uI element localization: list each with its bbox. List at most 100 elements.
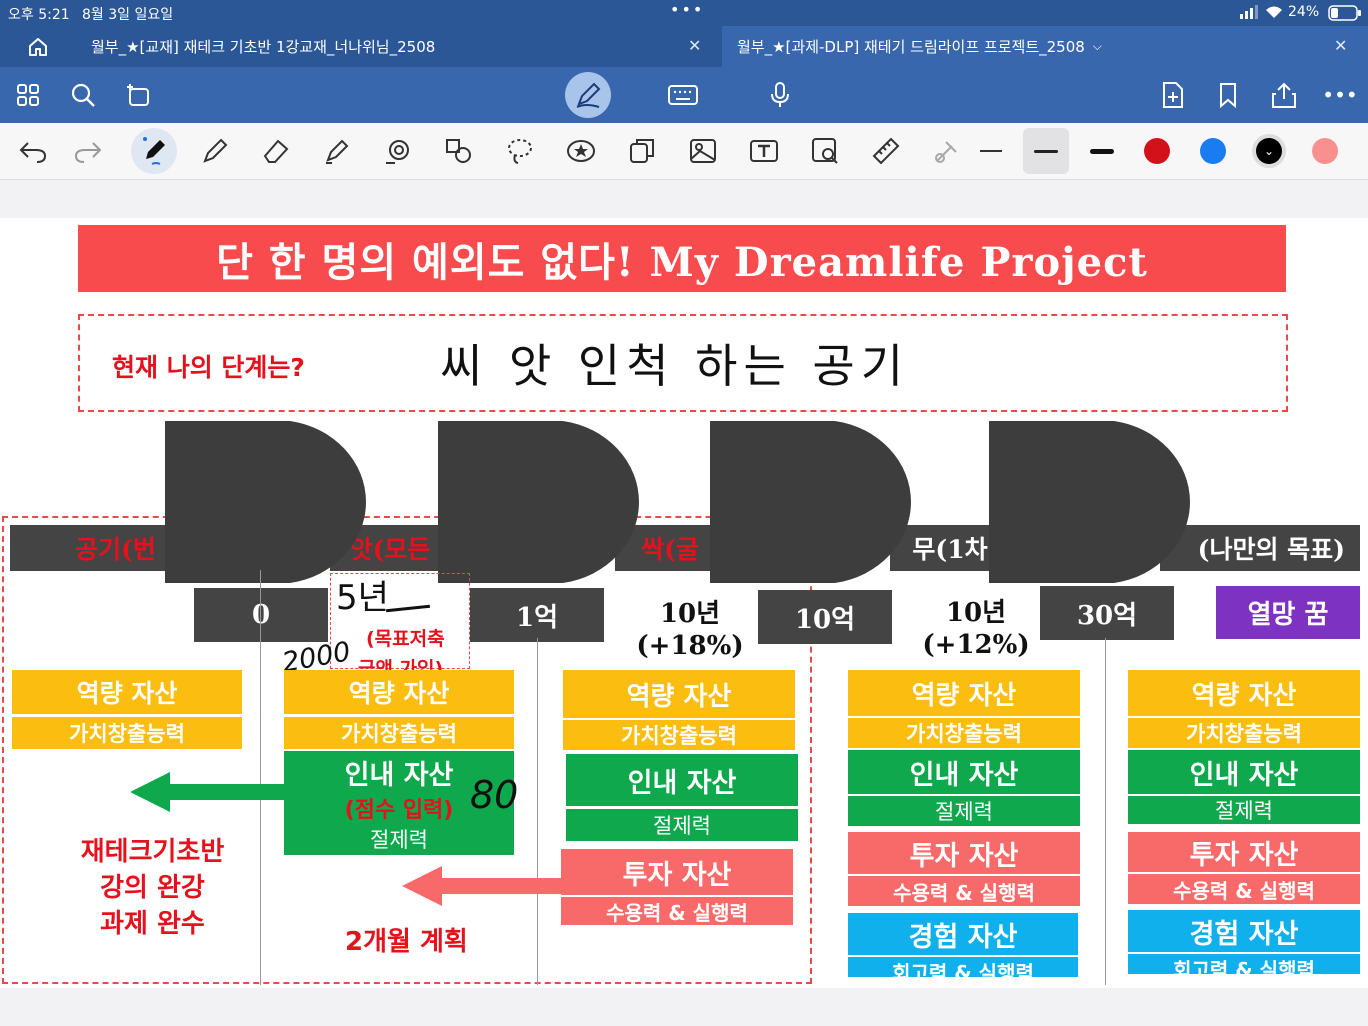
- close-icon[interactable]: ✕: [1334, 36, 1348, 55]
- endurance-asset-sub: 절제력: [370, 827, 428, 852]
- endurance-asset-sub: 절제력: [1128, 796, 1360, 824]
- capability-asset-title: 역량 자산: [284, 670, 514, 714]
- period-years: 10년: [659, 599, 721, 629]
- endurance-asset-title: 인내 자산: [566, 754, 798, 806]
- status-date: 8월 3일 일요일: [82, 7, 174, 23]
- grid-icon[interactable]: [10, 77, 46, 113]
- arrow-left-icon: [130, 772, 290, 812]
- plan-note: 2개월 계획: [345, 927, 468, 957]
- arrow-left-icon: [402, 866, 567, 906]
- period-rate: (+18%): [636, 631, 744, 661]
- pencil-icon[interactable]: [192, 128, 238, 174]
- main-toolbar: •••: [0, 67, 1368, 123]
- keyboard-icon[interactable]: [665, 77, 701, 113]
- add-page-icon[interactable]: [1155, 77, 1191, 113]
- tab-document-2[interactable]: 월부_★[과제-DLP] 재테기 드림라이프 프로젝트_2508 ⌵ ✕: [722, 26, 1368, 67]
- chevron-down-icon: ⌄: [1256, 138, 1282, 164]
- capability-asset-title: 역량 자산: [848, 670, 1080, 716]
- microphone-icon[interactable]: [762, 77, 798, 113]
- redo-icon[interactable]: [65, 128, 111, 174]
- lasso-icon[interactable]: [497, 128, 543, 174]
- pen-mode-icon[interactable]: [565, 72, 611, 118]
- text-box-icon[interactable]: [741, 128, 787, 174]
- amount-1: 1억: [470, 588, 604, 642]
- capability-asset-title: 역량 자산: [563, 670, 795, 718]
- experience-asset-sub: 회고력 & 실행력: [1128, 954, 1360, 974]
- chevron-down-icon[interactable]: ⌵: [1092, 39, 1102, 53]
- investment-asset-title: 투자 자산: [561, 849, 793, 895]
- close-icon[interactable]: ✕: [688, 36, 702, 55]
- handwritten-80: 80: [470, 773, 519, 817]
- capability-asset-sub: 가치창출능력: [12, 717, 242, 749]
- image-search-icon[interactable]: [802, 128, 848, 174]
- endurance-asset-sub: 절제력: [566, 809, 798, 841]
- ruler-icon[interactable]: [863, 128, 909, 174]
- investment-asset-sub: 수용력 & 실행력: [561, 897, 793, 925]
- tab-document-1[interactable]: 월부_★[교재] 재테크 기초반 1강교재_너나위님_2508 ✕: [76, 26, 720, 67]
- redaction-shape: [165, 421, 366, 583]
- tab-title: 월부_★[과제-DLP] 재테기 드림라이프 프로젝트_2508: [737, 38, 1085, 56]
- undo-icon[interactable]: [10, 128, 56, 174]
- stage-bar-seed: 앗(모든: [330, 525, 450, 571]
- period-years: 10년: [945, 598, 1007, 628]
- stroke-thin-option[interactable]: [968, 128, 1014, 174]
- shape-tool-icon[interactable]: [375, 128, 421, 174]
- left-note-line: 과제 완수: [100, 909, 205, 939]
- multitask-dots-icon[interactable]: •••: [670, 0, 705, 19]
- endurance-score-note: (점수 입력): [344, 797, 454, 823]
- magic-select-icon[interactable]: [120, 77, 156, 113]
- divider: [1105, 638, 1106, 985]
- goal-note-line1: (목표저축: [366, 628, 445, 650]
- experience-asset-sub: 회고력 & 실행력: [848, 957, 1078, 977]
- capability-asset-sub: 가치창출능력: [1128, 718, 1360, 748]
- color-red-swatch[interactable]: [1134, 128, 1180, 174]
- banner-title: 단 한 명의 예외도 없다! My Dreamlife Project: [78, 225, 1286, 292]
- investment-asset-sub: 수용력 & 실행력: [1128, 874, 1360, 904]
- color-blue-swatch[interactable]: [1190, 128, 1236, 174]
- copy-icon[interactable]: [619, 128, 665, 174]
- amount-10: 10억: [758, 590, 892, 644]
- more-icon[interactable]: •••: [1322, 83, 1358, 107]
- pen-tool-icon[interactable]: [131, 128, 177, 174]
- divider: [260, 570, 261, 985]
- left-note-line: 재테크기초반: [80, 837, 225, 867]
- capability-asset-title: 역량 자산: [12, 670, 242, 714]
- endurance-asset-title: 인내 자산: [344, 759, 454, 791]
- experience-asset-title: 경험 자산: [1128, 910, 1360, 952]
- bookmark-icon[interactable]: [1210, 77, 1246, 113]
- share-icon[interactable]: [1266, 77, 1302, 113]
- endurance-asset-box: 인내 자산 (점수 입력) 절제력: [284, 751, 514, 855]
- capability-asset-title: 역량 자산: [1128, 670, 1360, 716]
- endurance-asset-sub: 절제력: [848, 796, 1080, 826]
- laser-pointer-icon[interactable]: [924, 128, 970, 174]
- status-bar: 오후 5:21 8월 3일 일요일 ••• 24%: [0, 0, 1368, 26]
- elements-icon[interactable]: [436, 128, 482, 174]
- amount-30: 30억: [1040, 586, 1174, 640]
- eraser-icon[interactable]: [253, 128, 299, 174]
- color-black-swatch-selected[interactable]: ⌄: [1246, 128, 1292, 174]
- search-icon[interactable]: [65, 77, 101, 113]
- divider: [537, 638, 538, 985]
- drawing-toolbar: ⌄: [0, 123, 1368, 180]
- stroke-thick-option[interactable]: [1079, 128, 1125, 174]
- tab-bar: 월부_★[교재] 재테크 기초반 1강교재_너나위님_2508 ✕ 월부_★[과…: [0, 26, 1368, 67]
- image-icon[interactable]: [680, 128, 726, 174]
- endurance-asset-title: 인내 자산: [848, 750, 1080, 794]
- redaction-shape: [438, 421, 639, 583]
- amount-dream: 열망 꿈: [1216, 586, 1360, 639]
- sticker-icon[interactable]: [558, 128, 604, 174]
- amount-0: 0: [194, 588, 328, 642]
- highlighter-icon[interactable]: [314, 128, 360, 174]
- current-stage-region: [2, 516, 812, 984]
- stage-bar-sprout: 싹(굴: [615, 525, 725, 571]
- capability-asset-sub: 가치창출능력: [563, 720, 795, 750]
- capability-asset-sub: 가치창출능력: [284, 717, 514, 749]
- stroke-medium-option[interactable]: [1023, 128, 1069, 174]
- stage-bar-air: 공기(번: [10, 525, 190, 571]
- capability-asset-sub: 가치창출능력: [848, 718, 1080, 748]
- battery-percent: 24%: [1288, 4, 1320, 20]
- home-icon[interactable]: [20, 34, 56, 60]
- color-pink-swatch[interactable]: [1302, 128, 1348, 174]
- period-rate: (+12%): [922, 630, 1030, 660]
- document-page[interactable]: 단 한 명의 예외도 없다! My Dreamlife Project 현재 나…: [0, 218, 1368, 988]
